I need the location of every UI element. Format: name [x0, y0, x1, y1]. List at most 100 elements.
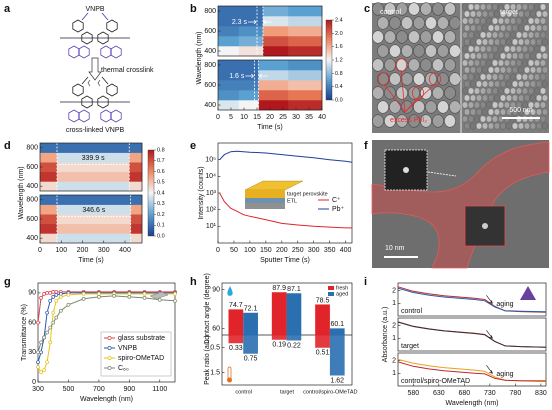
grain	[473, 45, 481, 53]
legend-label: aged	[336, 291, 348, 297]
heatmap-cell	[129, 171, 143, 182]
colorbar-tick-label: 0.3	[157, 201, 165, 207]
grain	[541, 94, 549, 102]
data-point	[39, 370, 43, 374]
grain	[511, 24, 519, 32]
heatmap-cell	[129, 162, 143, 173]
grain	[463, 24, 471, 32]
grain	[461, 17, 469, 25]
colorbar-tick-label: 1.2	[335, 57, 343, 63]
grain	[515, 73, 523, 81]
data-line	[37, 292, 175, 363]
x-tick-label: 10	[240, 114, 248, 121]
colorbar-tick-label: 0.8	[157, 147, 165, 153]
grain	[425, 72, 437, 86]
grain	[535, 10, 543, 18]
grain	[541, 52, 549, 60]
grain	[541, 10, 549, 18]
x-axis-label: Time (s)	[257, 124, 282, 131]
bar	[271, 292, 287, 335]
grain	[487, 52, 495, 60]
inset-label: ETL	[287, 198, 297, 204]
value-label: 0.75	[244, 356, 258, 363]
colorbar-tick-label: 0.5	[157, 180, 165, 186]
x-tick-label: 200	[77, 247, 89, 254]
data-point	[45, 360, 49, 365]
heatmap-cell	[218, 70, 240, 81]
subplot-label: target	[401, 343, 419, 350]
grain	[539, 101, 547, 109]
grain	[396, 114, 408, 128]
x-tick-label: control	[235, 389, 252, 395]
value-label: 87.9	[272, 285, 286, 292]
grain	[485, 115, 493, 123]
plot-frame	[37, 282, 176, 383]
y-tick-label: 2	[392, 357, 396, 364]
grain	[523, 38, 531, 46]
value-label: 78.5	[316, 297, 330, 304]
colorbar	[325, 19, 333, 101]
heatmap-cell	[218, 6, 240, 17]
x-tick-label: control/spiro-OMeTAD	[303, 389, 357, 395]
grain	[467, 59, 475, 67]
value-label: 60.1	[330, 321, 344, 328]
data-line	[37, 295, 176, 353]
y-tick-label: 400	[204, 48, 216, 55]
grain	[499, 80, 507, 88]
grain	[517, 10, 525, 18]
grain	[463, 66, 471, 74]
process-arrow	[88, 57, 102, 81]
x-tick-label: 50	[230, 247, 238, 254]
grain	[469, 94, 477, 102]
fft-spot	[403, 167, 409, 173]
grain	[485, 73, 493, 81]
colorbar-tick-label: 0.6	[157, 169, 165, 175]
pbi2-outline	[377, 72, 390, 86]
colorbar-tick-label: 0.4	[157, 190, 165, 196]
x-tick-label: 730	[484, 390, 496, 397]
value-label: 1.62	[330, 377, 344, 384]
grain	[384, 2, 396, 16]
heatmap-cell	[57, 162, 130, 173]
grain	[493, 94, 501, 102]
heatmap-cell	[40, 233, 58, 244]
colorbar-tick-label: 0.0	[157, 233, 165, 239]
x-tick-label: 20	[266, 114, 274, 121]
grain	[505, 24, 513, 32]
panel-label: g	[4, 276, 11, 288]
heatmap-cell	[57, 143, 130, 153]
bar	[243, 335, 258, 354]
panel-label: f	[364, 140, 368, 152]
bond	[101, 76, 109, 85]
grain	[497, 59, 505, 67]
subplot-label: control/spiro-OMeTAD	[401, 378, 470, 385]
grain	[481, 38, 489, 46]
grain	[467, 31, 475, 39]
grain	[533, 87, 541, 95]
ring	[81, 31, 93, 45]
grain	[449, 16, 461, 30]
x-tick-label: 200	[276, 247, 288, 254]
grain	[535, 52, 543, 60]
grain	[481, 122, 489, 130]
x-tick-label: 300	[32, 386, 44, 393]
grain	[467, 101, 475, 109]
heatmap-cell	[238, 26, 264, 37]
grain	[491, 17, 499, 25]
legend-marker	[107, 346, 112, 350]
grain	[469, 52, 477, 60]
panel-label: e	[190, 140, 196, 152]
grain	[499, 108, 507, 116]
grain	[485, 31, 493, 39]
grain	[437, 44, 449, 58]
plot-frame	[397, 317, 547, 352]
data-point	[36, 350, 40, 355]
grain	[475, 24, 483, 32]
heatmap-cell	[130, 233, 143, 244]
grain	[475, 108, 483, 116]
grain	[473, 115, 481, 123]
grain	[475, 52, 483, 60]
grain	[475, 10, 483, 18]
pointer	[400, 69, 406, 113]
grain	[485, 101, 493, 109]
